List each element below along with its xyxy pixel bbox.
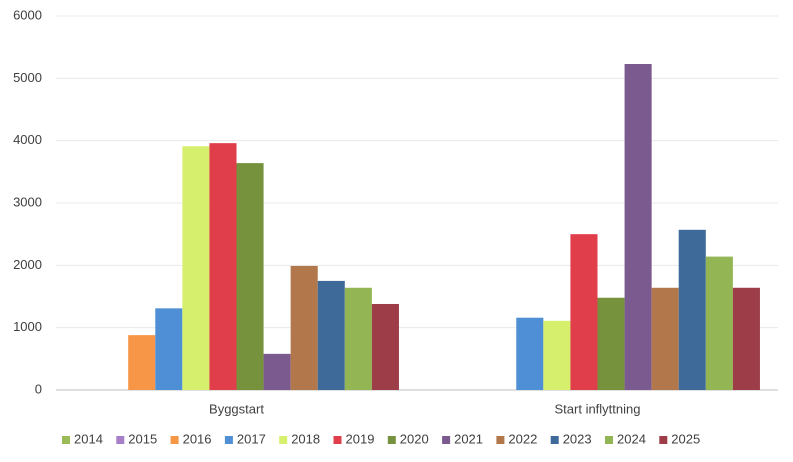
legend-label: 2016 (183, 431, 212, 446)
bar (624, 63, 652, 390)
legend-label: 2024 (617, 431, 646, 446)
bar (651, 287, 679, 390)
legend-label: 2025 (671, 431, 700, 446)
y-tick-label: 3000 (13, 194, 42, 209)
legend-label: 2022 (508, 431, 537, 446)
y-tick-label: 0 (35, 381, 42, 396)
bar (128, 335, 156, 390)
bar (182, 146, 210, 390)
legend-label: 2018 (291, 431, 320, 446)
legend-swatch (333, 436, 342, 444)
legend-swatch (279, 436, 288, 444)
y-tick-label: 2000 (13, 257, 42, 272)
bar (317, 280, 345, 390)
legend-swatch (62, 436, 70, 444)
bar (263, 353, 291, 390)
legend-swatch (496, 436, 505, 444)
legend-label: 2020 (400, 431, 429, 446)
bar (371, 303, 399, 390)
bar (344, 287, 372, 390)
bar (209, 143, 237, 390)
bar (155, 308, 183, 390)
legend-swatch (387, 436, 396, 444)
bar (732, 287, 760, 390)
legend-swatch (659, 436, 668, 444)
bar (290, 265, 318, 390)
y-tick-label: 1000 (13, 319, 42, 334)
legend-label: 2021 (454, 431, 483, 446)
bar (543, 320, 571, 390)
legend-label: 2017 (237, 431, 266, 446)
x-tick-label: Start inflyttning (555, 401, 641, 416)
legend-swatch (170, 436, 179, 444)
y-tick-label: 5000 (13, 70, 42, 85)
bar (516, 317, 544, 390)
legend-swatch (116, 436, 125, 444)
bar (236, 163, 264, 390)
legend-label: 2023 (563, 431, 592, 446)
y-tick-label: 4000 (13, 132, 42, 147)
bar (678, 229, 706, 390)
x-tick-label: Byggstart (209, 401, 264, 416)
legend-label: 2019 (346, 431, 375, 446)
legend-swatch (442, 436, 451, 444)
y-tick-label: 6000 (13, 7, 42, 22)
legend-label: 2015 (128, 431, 157, 446)
bar (597, 297, 625, 390)
legend-swatch (550, 436, 559, 444)
legend-swatch (605, 436, 613, 444)
legend-label: 2014 (74, 431, 103, 446)
legend-swatch (224, 436, 233, 444)
bar (705, 256, 733, 390)
bar (570, 234, 598, 390)
